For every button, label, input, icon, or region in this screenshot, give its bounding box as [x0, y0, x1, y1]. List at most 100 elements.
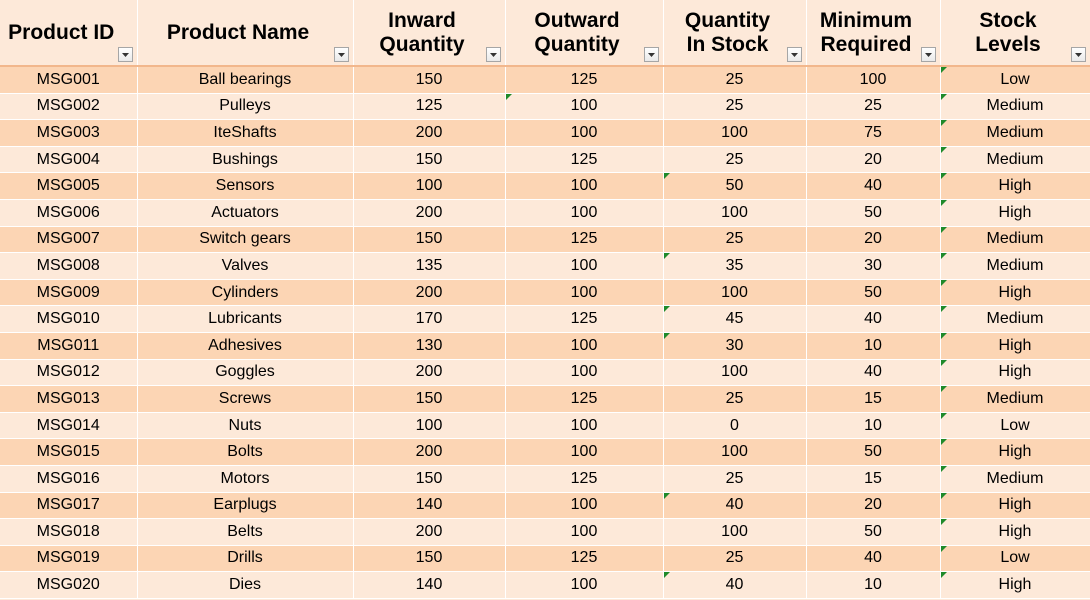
cell-product-id[interactable]: MSG008 — [0, 252, 138, 280]
cell-inward-quantity[interactable]: 140 — [353, 492, 506, 520]
cell-product-name[interactable]: Screws — [137, 385, 354, 413]
cell-quantity-in-stock[interactable]: 40 — [663, 571, 807, 599]
cell-product-name[interactable]: Bushings — [137, 146, 354, 174]
filter-dropdown-button[interactable] — [786, 47, 802, 62]
cell-quantity-in-stock[interactable]: 100 — [663, 199, 807, 227]
cell-product-name[interactable]: Sensors — [137, 172, 354, 200]
cell-quantity-in-stock[interactable]: 35 — [663, 252, 807, 280]
cell-outward-quantity[interactable]: 125 — [505, 146, 664, 174]
cell-product-id[interactable]: MSG005 — [0, 172, 138, 200]
cell-quantity-in-stock[interactable]: 100 — [663, 359, 807, 387]
cell-product-name[interactable]: Earplugs — [137, 492, 354, 520]
cell-product-id[interactable]: MSG007 — [0, 226, 138, 254]
cell-stock-level[interactable]: High — [940, 492, 1090, 520]
cell-stock-level[interactable]: Medium — [940, 252, 1090, 280]
cell-product-name[interactable]: Belts — [137, 518, 354, 546]
cell-minimum-required[interactable]: 50 — [806, 518, 941, 546]
cell-inward-quantity[interactable]: 130 — [353, 332, 506, 360]
cell-product-id[interactable]: MSG017 — [0, 492, 138, 520]
cell-outward-quantity[interactable]: 125 — [505, 465, 664, 493]
cell-minimum-required[interactable]: 50 — [806, 438, 941, 466]
cell-stock-level[interactable]: High — [940, 571, 1090, 599]
cell-outward-quantity[interactable]: 125 — [505, 226, 664, 254]
cell-stock-level[interactable]: Medium — [940, 93, 1090, 121]
cell-product-id[interactable]: MSG001 — [0, 66, 138, 94]
cell-minimum-required[interactable]: 40 — [806, 172, 941, 200]
cell-inward-quantity[interactable]: 100 — [353, 172, 506, 200]
cell-stock-level[interactable]: Low — [940, 66, 1090, 94]
cell-outward-quantity[interactable]: 100 — [505, 172, 664, 200]
header-product-name[interactable]: Product Name — [137, 0, 354, 67]
cell-inward-quantity[interactable]: 200 — [353, 438, 506, 466]
cell-minimum-required[interactable]: 50 — [806, 199, 941, 227]
cell-product-name[interactable]: Nuts — [137, 412, 354, 440]
cell-inward-quantity[interactable]: 170 — [353, 305, 506, 333]
cell-outward-quantity[interactable]: 100 — [505, 571, 664, 599]
cell-outward-quantity[interactable]: 100 — [505, 359, 664, 387]
cell-outward-quantity[interactable]: 100 — [505, 119, 664, 147]
cell-stock-level[interactable]: High — [940, 518, 1090, 546]
cell-outward-quantity[interactable]: 100 — [505, 518, 664, 546]
cell-quantity-in-stock[interactable]: 0 — [663, 412, 807, 440]
cell-minimum-required[interactable]: 15 — [806, 465, 941, 493]
cell-outward-quantity[interactable]: 125 — [505, 66, 664, 94]
cell-stock-level[interactable]: Medium — [940, 119, 1090, 147]
cell-product-id[interactable]: MSG011 — [0, 332, 138, 360]
cell-quantity-in-stock[interactable]: 25 — [663, 146, 807, 174]
cell-minimum-required[interactable]: 10 — [806, 332, 941, 360]
cell-inward-quantity[interactable]: 150 — [353, 146, 506, 174]
cell-minimum-required[interactable]: 40 — [806, 359, 941, 387]
cell-quantity-in-stock[interactable]: 50 — [663, 172, 807, 200]
cell-outward-quantity[interactable]: 125 — [505, 385, 664, 413]
cell-outward-quantity[interactable]: 100 — [505, 252, 664, 280]
cell-product-name[interactable]: Lubricants — [137, 305, 354, 333]
cell-product-id[interactable]: MSG009 — [0, 279, 138, 307]
cell-inward-quantity[interactable]: 200 — [353, 119, 506, 147]
cell-inward-quantity[interactable]: 200 — [353, 518, 506, 546]
filter-dropdown-button[interactable] — [920, 47, 936, 62]
cell-product-id[interactable]: MSG013 — [0, 385, 138, 413]
cell-stock-level[interactable]: Medium — [940, 226, 1090, 254]
cell-outward-quantity[interactable]: 100 — [505, 93, 664, 121]
cell-inward-quantity[interactable]: 200 — [353, 199, 506, 227]
cell-product-name[interactable]: Cylinders — [137, 279, 354, 307]
cell-inward-quantity[interactable]: 100 — [353, 412, 506, 440]
cell-product-id[interactable]: MSG020 — [0, 571, 138, 599]
cell-quantity-in-stock[interactable]: 45 — [663, 305, 807, 333]
cell-product-name[interactable]: Actuators — [137, 199, 354, 227]
cell-minimum-required[interactable]: 30 — [806, 252, 941, 280]
filter-dropdown-button[interactable] — [333, 47, 349, 62]
cell-outward-quantity[interactable]: 125 — [505, 545, 664, 573]
cell-product-name[interactable]: Adhesives — [137, 332, 354, 360]
cell-stock-level[interactable]: High — [940, 172, 1090, 200]
cell-quantity-in-stock[interactable]: 100 — [663, 438, 807, 466]
cell-quantity-in-stock[interactable]: 25 — [663, 226, 807, 254]
cell-stock-level[interactable]: High — [940, 199, 1090, 227]
cell-quantity-in-stock[interactable]: 100 — [663, 119, 807, 147]
cell-stock-level[interactable]: High — [940, 279, 1090, 307]
cell-product-name[interactable]: Goggles — [137, 359, 354, 387]
cell-product-name[interactable]: IteShafts — [137, 119, 354, 147]
cell-minimum-required[interactable]: 40 — [806, 545, 941, 573]
cell-product-id[interactable]: MSG015 — [0, 438, 138, 466]
cell-product-id[interactable]: MSG018 — [0, 518, 138, 546]
cell-product-id[interactable]: MSG004 — [0, 146, 138, 174]
cell-product-name[interactable]: Pulleys — [137, 93, 354, 121]
cell-outward-quantity[interactable]: 100 — [505, 412, 664, 440]
cell-inward-quantity[interactable]: 150 — [353, 66, 506, 94]
cell-inward-quantity[interactable]: 200 — [353, 359, 506, 387]
cell-product-name[interactable]: Ball bearings — [137, 66, 354, 94]
cell-product-name[interactable]: Bolts — [137, 438, 354, 466]
cell-quantity-in-stock[interactable]: 40 — [663, 492, 807, 520]
cell-quantity-in-stock[interactable]: 25 — [663, 465, 807, 493]
filter-dropdown-button[interactable] — [117, 47, 133, 62]
cell-product-id[interactable]: MSG014 — [0, 412, 138, 440]
cell-stock-level[interactable]: Medium — [940, 146, 1090, 174]
header-outward-quantity[interactable]: Outward Quantity — [505, 0, 664, 67]
cell-inward-quantity[interactable]: 200 — [353, 279, 506, 307]
cell-product-name[interactable]: Switch gears — [137, 226, 354, 254]
cell-quantity-in-stock[interactable]: 25 — [663, 385, 807, 413]
cell-product-id[interactable]: MSG002 — [0, 93, 138, 121]
cell-minimum-required[interactable]: 10 — [806, 412, 941, 440]
cell-stock-level[interactable]: High — [940, 438, 1090, 466]
